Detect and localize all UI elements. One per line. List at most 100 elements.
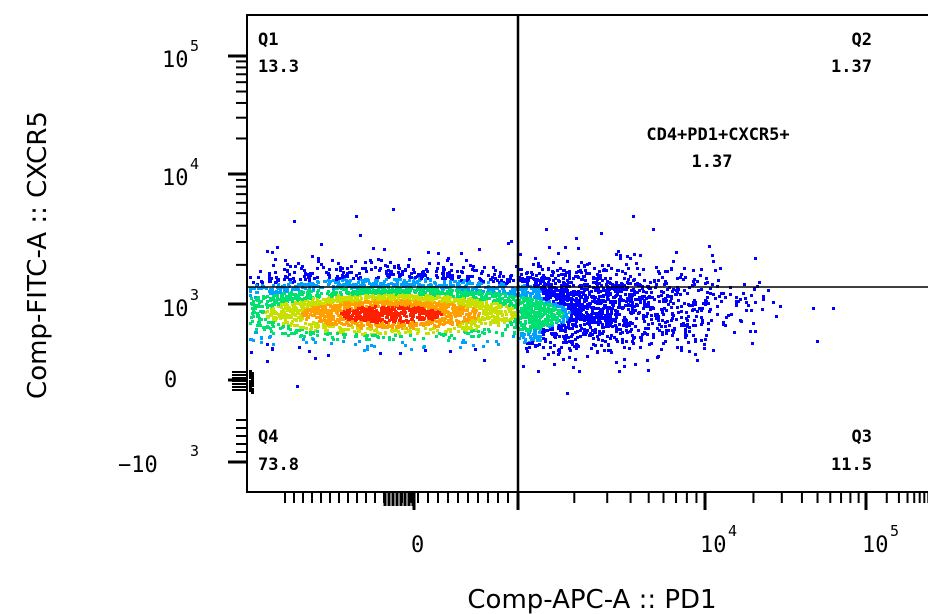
event-point bbox=[464, 341, 467, 344]
event-point bbox=[588, 293, 591, 296]
event-point bbox=[582, 293, 585, 296]
event-point bbox=[412, 306, 415, 309]
event-point bbox=[435, 297, 438, 300]
event-point bbox=[506, 292, 509, 295]
event-point bbox=[479, 305, 482, 308]
event-point bbox=[432, 288, 435, 291]
event-point bbox=[348, 271, 351, 274]
y-axis-ticks bbox=[228, 54, 247, 464]
event-point bbox=[546, 324, 549, 327]
event-point bbox=[346, 272, 349, 275]
event-point bbox=[478, 248, 481, 251]
event-point bbox=[463, 330, 466, 333]
event-point bbox=[484, 322, 487, 325]
event-point bbox=[340, 322, 343, 325]
event-point bbox=[547, 316, 550, 319]
event-point bbox=[441, 290, 444, 293]
event-point bbox=[303, 307, 306, 310]
event-point bbox=[389, 273, 392, 276]
event-point bbox=[387, 306, 390, 309]
event-point bbox=[550, 288, 553, 291]
event-point bbox=[687, 341, 690, 344]
event-point bbox=[650, 342, 653, 345]
event-point bbox=[425, 323, 428, 326]
event-point bbox=[398, 303, 401, 306]
event-point bbox=[439, 304, 442, 307]
event-point bbox=[605, 325, 608, 328]
event-point bbox=[299, 326, 302, 329]
event-point bbox=[575, 316, 578, 319]
event-point bbox=[599, 274, 602, 277]
event-point bbox=[249, 276, 252, 279]
event-point bbox=[535, 274, 538, 277]
event-point bbox=[270, 330, 273, 333]
event-point bbox=[264, 318, 267, 321]
event-point bbox=[670, 297, 673, 300]
event-point bbox=[500, 282, 503, 285]
event-point bbox=[457, 282, 460, 285]
event-point bbox=[758, 281, 761, 284]
event-point bbox=[342, 340, 345, 343]
event-point bbox=[254, 307, 257, 310]
event-point bbox=[323, 338, 326, 341]
event-point bbox=[552, 294, 555, 297]
event-point bbox=[461, 341, 464, 344]
event-point bbox=[540, 321, 543, 324]
event-point bbox=[291, 281, 294, 284]
event-point bbox=[314, 325, 317, 328]
event-point bbox=[691, 284, 694, 287]
event-point bbox=[564, 296, 567, 299]
event-point bbox=[347, 282, 350, 285]
event-point bbox=[332, 279, 335, 282]
event-point bbox=[414, 276, 417, 279]
event-point bbox=[358, 328, 361, 331]
event-point bbox=[496, 287, 499, 290]
event-point bbox=[474, 348, 477, 351]
event-point bbox=[250, 297, 253, 300]
event-point bbox=[641, 333, 644, 336]
event-point bbox=[585, 311, 588, 314]
event-point bbox=[427, 284, 430, 287]
event-point bbox=[256, 312, 259, 315]
event-point bbox=[464, 328, 467, 331]
event-point bbox=[335, 268, 338, 271]
event-point bbox=[716, 305, 719, 308]
event-point bbox=[309, 331, 312, 334]
event-point bbox=[380, 292, 383, 295]
event-point bbox=[547, 302, 550, 305]
event-point bbox=[483, 317, 486, 320]
event-point bbox=[680, 273, 683, 276]
event-point bbox=[568, 347, 571, 350]
event-point bbox=[445, 306, 448, 309]
event-point bbox=[402, 325, 405, 328]
event-point bbox=[307, 304, 310, 307]
event-point bbox=[392, 273, 395, 276]
event-point bbox=[302, 314, 305, 317]
event-point bbox=[729, 293, 732, 296]
x-tick-label-1e4: 10 4 bbox=[700, 522, 737, 558]
event-point bbox=[436, 314, 439, 317]
event-point bbox=[506, 300, 509, 303]
event-point bbox=[581, 278, 584, 281]
event-point bbox=[505, 313, 508, 316]
event-point bbox=[387, 276, 390, 279]
event-point bbox=[593, 330, 596, 333]
event-point bbox=[439, 320, 442, 323]
event-point bbox=[399, 307, 402, 310]
event-point bbox=[645, 291, 648, 294]
event-point bbox=[579, 310, 582, 313]
event-point bbox=[519, 328, 522, 331]
event-point bbox=[531, 298, 534, 301]
event-point bbox=[631, 340, 634, 343]
event-point bbox=[543, 305, 546, 308]
event-point bbox=[622, 319, 625, 322]
event-point bbox=[350, 296, 353, 299]
event-point bbox=[324, 280, 327, 283]
event-point bbox=[607, 281, 610, 284]
event-point bbox=[532, 303, 535, 306]
event-point bbox=[481, 316, 484, 319]
event-point bbox=[564, 310, 567, 313]
event-point bbox=[366, 288, 369, 291]
event-point bbox=[422, 289, 425, 292]
event-point bbox=[266, 343, 269, 346]
